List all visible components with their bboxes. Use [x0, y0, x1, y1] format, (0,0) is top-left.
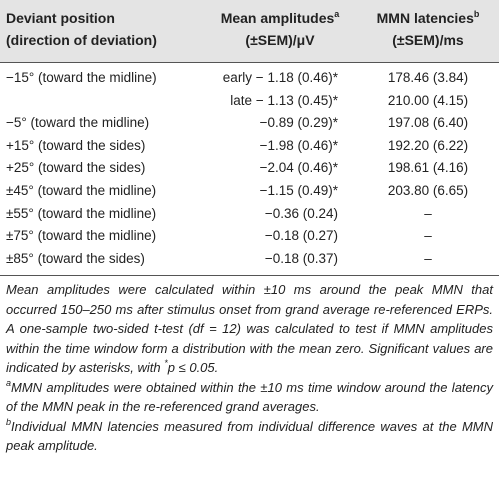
note-mark: a: [6, 377, 12, 388]
header-text: (±SEM)/μV: [245, 32, 315, 48]
table-cell: −0.89 (0.29)*: [259, 115, 338, 131]
note-text: MMN amplitudes were obtained within the …: [6, 379, 493, 415]
table-cell: 203.80 (6.65): [387, 183, 469, 198]
note-text: p ≤ 0.05.: [167, 360, 219, 375]
rule: [0, 275, 499, 276]
note-mark: b: [6, 416, 12, 427]
table-cell: −1.15 (0.49)*: [259, 183, 338, 198]
table-cell: 178.46 (3.84): [387, 70, 469, 85]
note: Mean amplitudes were calculated within ±…: [6, 280, 493, 378]
table-cell: –: [424, 250, 432, 266]
table-cell: late − 1.13 (0.45)*: [230, 92, 338, 108]
table-row: ±75° (toward the midline) −0.18 (0.27) –: [0, 225, 499, 247]
table-cell: +25° (toward the sides): [6, 160, 146, 176]
note-mark: *: [164, 358, 168, 368]
table-cell: −5° (toward the midline): [6, 115, 150, 131]
table-cell: 192.20 (6.22): [387, 137, 469, 153]
table-row: late − 1.13 (0.45)* 210.00 (4.15): [0, 90, 499, 112]
table-cell: −0.18 (0.27): [264, 228, 338, 244]
table-row: ±85° (toward the sides) −0.18 (0.37) –: [0, 248, 499, 270]
table-cell: +15° (toward the sides): [6, 137, 146, 153]
header-text: Deviant position: [6, 10, 115, 26]
table-row: ±55° (toward the midline) −0.36 (0.24) –: [0, 203, 499, 225]
note-text: Individual MMN latencies measured from i…: [6, 418, 493, 454]
table-cell: 210.00 (4.15): [387, 92, 469, 108]
table-cell: 198.61 (4.16): [387, 160, 469, 176]
table-cell: −1.98 (0.46)*: [259, 137, 338, 153]
header-text: (±SEM)/ms: [392, 32, 464, 48]
table-cell: 197.08 (6.40): [387, 115, 469, 131]
table-row: +15° (toward the sides) −1.98 (0.46)* 192.…: [0, 135, 499, 157]
note: bIndividual MMN latencies measured from …: [6, 417, 493, 456]
table-cell: ±45° (toward the midline): [6, 183, 157, 198]
table-row: ±45° (toward the midline) −1.15 (0.49)* 20…: [0, 180, 499, 202]
header-cell: MMN latenciesb (±SEM)/ms: [366, 7, 490, 51]
table-cell: −0.36 (0.24): [264, 205, 338, 221]
table-cell: ±85° (toward the sides): [6, 250, 145, 266]
header-text: MMN latencies: [376, 10, 474, 26]
header-text: Mean amplitudes: [220, 10, 335, 26]
table-cell: –: [424, 228, 432, 244]
note-text: Mean amplitudes were calculated within ±…: [6, 282, 493, 375]
table-cell: early − 1.18 (0.46)*: [222, 70, 338, 85]
table-row: −5° (toward the midline) −0.89 (0.29)* 197…: [0, 112, 499, 134]
table-row: −15° (toward the midline) early − 1.18 (0…: [0, 67, 499, 89]
table-cell: –: [424, 205, 432, 221]
table-cell: ±75° (toward the midline): [6, 228, 157, 244]
header-text: (direction of deviation): [6, 32, 157, 48]
table-cell: −15° (toward the midline): [6, 70, 157, 85]
header-cell: Mean amplitudesa (±SEM)/μV: [205, 7, 355, 51]
table-cell: −0.18 (0.37): [264, 250, 338, 266]
table-cell: −2.04 (0.46)*: [259, 160, 338, 176]
table-cell: ±55° (toward the midline): [6, 205, 157, 221]
table-header: Deviant position (direction of deviation)…: [0, 0, 499, 63]
table-row: +25° (toward the sides) −2.04 (0.46)* 198.…: [0, 157, 499, 179]
table-notes: Mean amplitudes were calculated within ±…: [6, 280, 493, 456]
note: aMMN amplitudes were obtained within the…: [6, 378, 493, 417]
footnote-mark: b: [473, 9, 480, 19]
footnote-mark: a: [334, 9, 340, 19]
header-cell: Deviant position (direction of deviation): [6, 7, 157, 51]
